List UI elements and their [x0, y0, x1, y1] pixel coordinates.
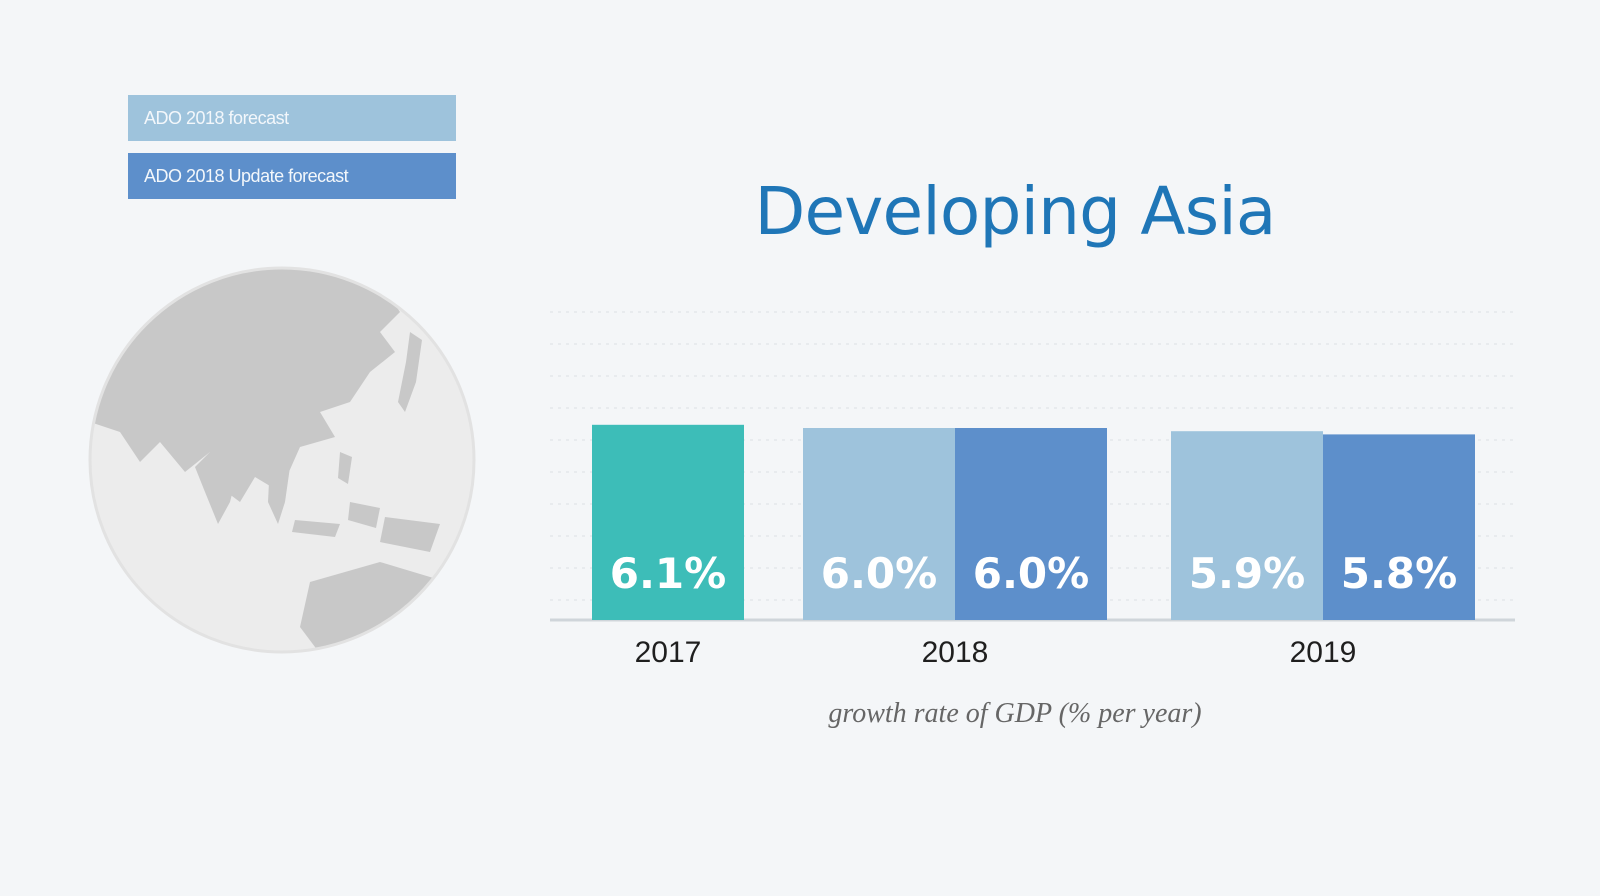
data-label: 6.1% [610, 549, 726, 598]
chart-title: Developing Asia [754, 173, 1276, 250]
bar-2019-series-2 [1323, 434, 1475, 620]
data-label: 5.8% [1341, 549, 1457, 598]
x-axis-title: growth rate of GDP (% per year) [828, 698, 1202, 729]
data-label: 6.0% [821, 549, 937, 598]
data-label: 5.9% [1189, 549, 1305, 598]
legend-label: ADO 2018 Update forecast [144, 166, 349, 186]
globe-icon [88, 266, 476, 654]
legend-item-ado-2018-update-forecast: ADO 2018 Update forecast [128, 153, 456, 199]
bar-2018-series-1 [803, 428, 955, 620]
bar-2018-series-2 [955, 428, 1107, 620]
data-label: 6.0% [973, 549, 1089, 598]
x-tick-label: 2019 [1290, 636, 1357, 669]
bar-2019-series-1 [1171, 431, 1323, 620]
x-tick-label: 2018 [922, 636, 989, 669]
bar-2017-series-0 [592, 424, 744, 620]
x-tick-label: 2017 [635, 636, 702, 669]
legend-label: ADO 2018 forecast [144, 108, 289, 128]
legend-item-ado-2018-forecast: ADO 2018 forecast [128, 95, 456, 141]
